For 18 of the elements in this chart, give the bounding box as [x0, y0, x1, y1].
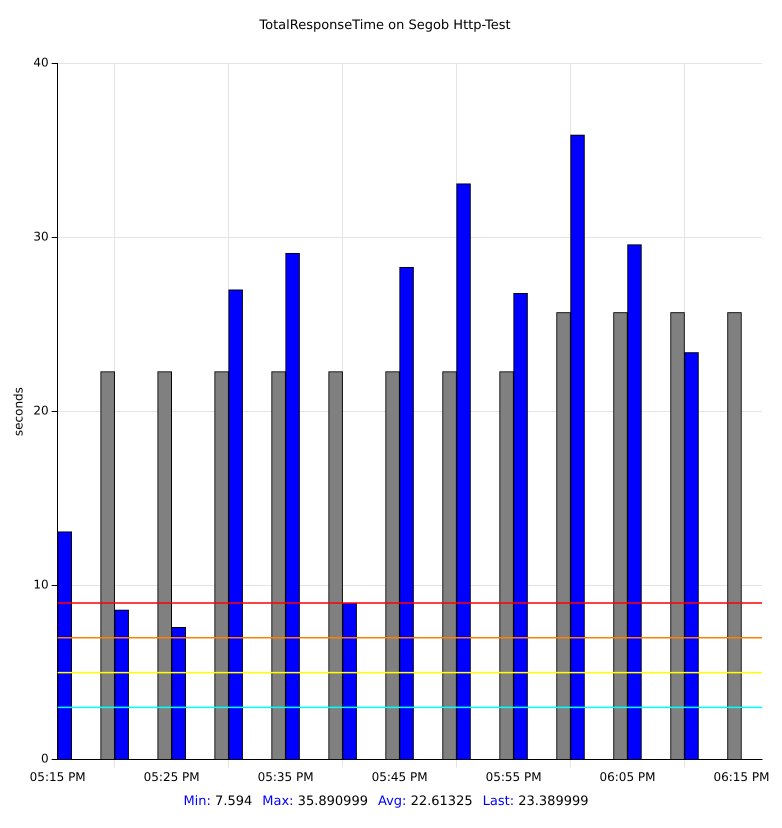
- x-tick-label: 05:55 PM: [486, 770, 542, 784]
- x-tick-label: 06:15 PM: [713, 770, 770, 784]
- y-tick-label: 30: [33, 230, 49, 244]
- y-axis-title: seconds: [11, 387, 26, 436]
- text: Last: 23.389999: [482, 794, 589, 809]
- x-tick-label: 05:45 PM: [372, 770, 428, 784]
- x-tick-label: 05:15 PM: [30, 770, 86, 784]
- x-tick-label: 06:05 PM: [599, 770, 656, 784]
- text: Min: 7.594: [183, 794, 252, 809]
- text: Max: 35.890999: [262, 794, 368, 809]
- x-tick-label: 05:35 PM: [258, 770, 314, 784]
- y-tick-label: 20: [33, 404, 49, 418]
- x-tick-label: 05:25 PM: [144, 770, 200, 784]
- text: Avg: 22.61325: [378, 794, 473, 809]
- y-tick-label: 0: [41, 752, 49, 766]
- y-tick-label: 10: [33, 578, 49, 592]
- y-tick-label: 40: [33, 56, 49, 70]
- chart-title: TotalResponseTime on Segob Http-Test: [258, 18, 511, 34]
